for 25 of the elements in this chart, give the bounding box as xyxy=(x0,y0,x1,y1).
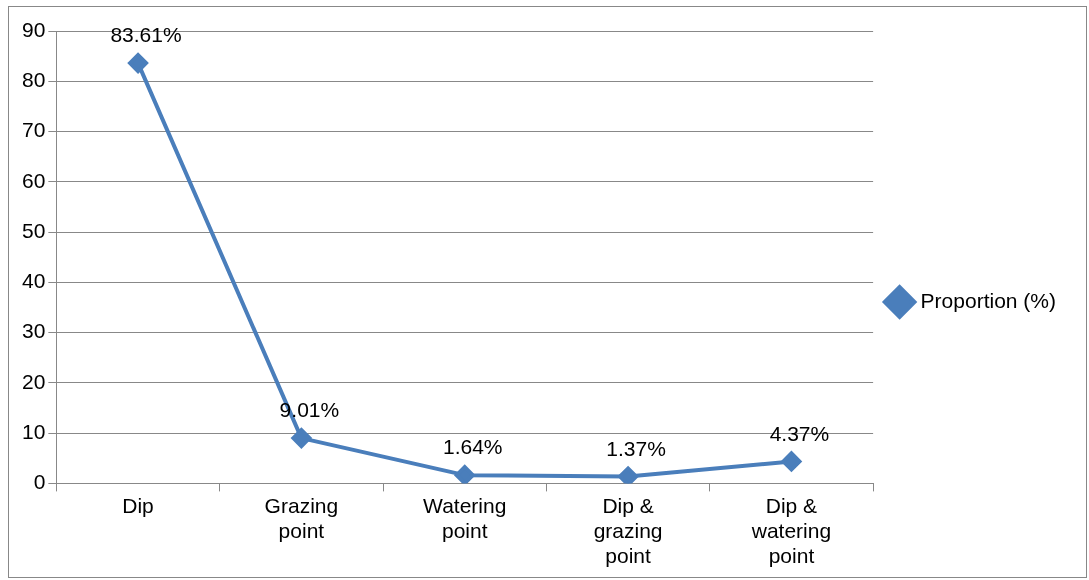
y-tick-label: 30 xyxy=(22,319,46,343)
x-tick-label: Watering point xyxy=(423,493,507,542)
y-tick-label: 70 xyxy=(22,118,46,142)
point xyxy=(454,465,475,484)
point xyxy=(781,451,802,472)
y-tick-label: 90 xyxy=(22,17,46,41)
data-label: 1.37% xyxy=(606,436,666,460)
point xyxy=(128,53,149,74)
point xyxy=(618,466,639,484)
y-tick-label: 10 xyxy=(22,419,46,443)
x-tick-label: Dip & grazing point xyxy=(593,493,663,568)
y-tick-label: 80 xyxy=(22,68,46,92)
x-tick-label: Dip & watering point xyxy=(750,493,832,568)
data-label: 83.61% xyxy=(110,23,182,47)
data-label: 1.64% xyxy=(442,435,503,459)
data-label: 4.37% xyxy=(769,421,830,445)
y-tick-label: 50 xyxy=(22,218,46,242)
y-tick-label: 60 xyxy=(22,168,46,192)
point xyxy=(291,428,312,449)
legend-label: Proportion (%) xyxy=(920,288,1057,312)
y-tick-label: 20 xyxy=(22,369,46,393)
y-tick-label: 40 xyxy=(22,269,46,293)
y-tick-label: 0 xyxy=(33,470,46,494)
x-tick-label: Dip xyxy=(122,493,154,517)
x-tick-label: Grazing point xyxy=(264,493,339,542)
